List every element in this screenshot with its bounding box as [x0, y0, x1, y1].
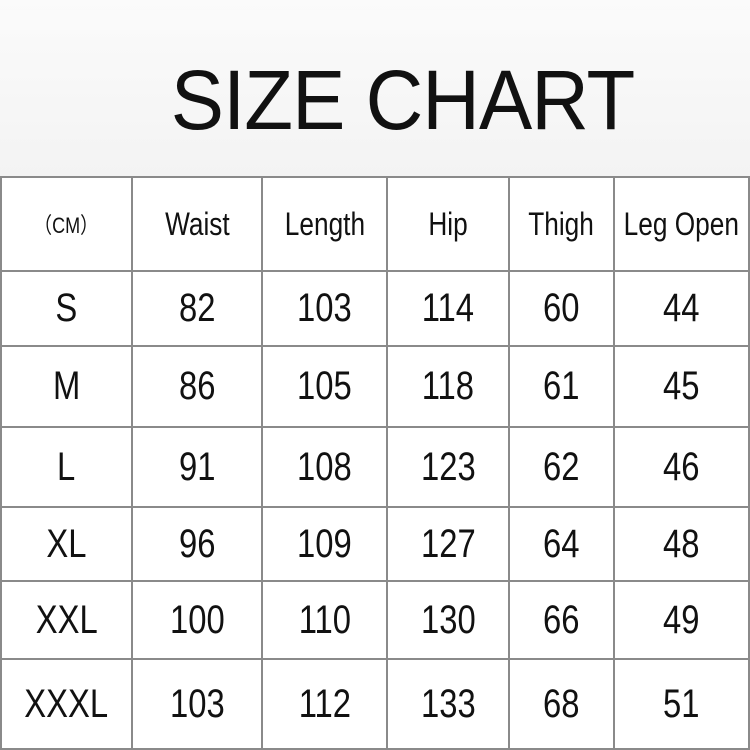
measurement: 62 [510, 428, 615, 508]
size-label-text: XXL [35, 597, 98, 642]
measurement-text: 130 [420, 597, 476, 642]
measurement: 133 [388, 660, 510, 750]
measurement-text: 123 [420, 444, 476, 489]
measurement: 105 [263, 347, 388, 428]
size-label: XXL [0, 582, 133, 660]
measurement-text: 103 [297, 286, 352, 330]
size-label: M [0, 347, 133, 428]
measurement-text: 45 [663, 364, 700, 408]
measurement: 44 [615, 272, 750, 347]
measurement-text: 46 [663, 444, 700, 489]
measurement: 51 [615, 660, 750, 750]
size-label: XL [0, 508, 133, 582]
measurement: 114 [388, 272, 510, 347]
measurement: 96 [133, 508, 263, 582]
measurement-text: 114 [421, 286, 475, 330]
size-label: S [0, 272, 133, 347]
column-header-text: Hip [428, 205, 468, 242]
measurement: 130 [388, 582, 510, 660]
measurement-text: 64 [543, 521, 580, 566]
size-label: XXXL [0, 660, 133, 750]
measurement: 82 [133, 272, 263, 347]
measurement-text: 105 [297, 364, 352, 408]
measurement-text: 96 [178, 521, 216, 566]
measurement-text: 62 [543, 444, 580, 489]
column-header: Hip [388, 176, 510, 272]
measurement: 61 [510, 347, 615, 428]
column-header-text: Leg Open [623, 205, 740, 242]
measurement-text: 110 [298, 597, 351, 642]
measurement: 103 [263, 272, 388, 347]
size-label-text: L [57, 444, 76, 489]
measurement-text: 51 [663, 681, 700, 726]
size-table: （CM） Waist Length Hip Thigh Leg Open S 82 103 114… [0, 176, 750, 750]
column-header: Leg Open [615, 176, 750, 272]
title: SIZE CHART [170, 53, 635, 147]
measurement-text: 60 [543, 286, 580, 330]
measurement: 127 [388, 508, 510, 582]
measurement: 109 [263, 508, 388, 582]
measurement: 91 [133, 428, 263, 508]
measurement-text: 68 [543, 681, 580, 726]
measurement: 110 [263, 582, 388, 660]
column-header-text: （CM） [34, 213, 99, 238]
column-header: Waist [133, 176, 263, 272]
column-header: Thigh [510, 176, 615, 272]
column-header: （CM） [0, 176, 133, 272]
size-label-text: XL [46, 521, 87, 566]
measurement: 86 [133, 347, 263, 428]
measurement: 100 [133, 582, 263, 660]
measurement: 46 [615, 428, 750, 508]
measurement: 68 [510, 660, 615, 750]
measurement-text: 100 [169, 597, 225, 642]
measurement-text: 133 [420, 681, 476, 726]
size-label-text: S [55, 286, 78, 330]
measurement-text: 61 [543, 364, 580, 408]
measurement: 103 [133, 660, 263, 750]
measurement-text: 103 [169, 681, 225, 726]
size-label: L [0, 428, 133, 508]
measurement-text: 108 [297, 444, 352, 489]
column-header: Length [263, 176, 388, 272]
measurement-text: 112 [298, 681, 351, 726]
size-label-text: M [52, 364, 81, 408]
size-label-text: XXXL [24, 681, 109, 726]
measurement: 48 [615, 508, 750, 582]
measurement-text: 48 [663, 521, 700, 566]
measurement-text: 66 [543, 597, 580, 642]
measurement: 45 [615, 347, 750, 428]
measurement-text: 49 [663, 597, 700, 642]
measurement: 108 [263, 428, 388, 508]
column-header-text: Thigh [528, 205, 595, 242]
column-header-text: Waist [164, 205, 230, 242]
measurement: 118 [388, 347, 510, 428]
measurement-text: 118 [421, 364, 475, 408]
measurement: 64 [510, 508, 615, 582]
measurement: 112 [263, 660, 388, 750]
measurement: 60 [510, 272, 615, 347]
measurement-text: 127 [420, 521, 476, 566]
measurement-text: 86 [178, 364, 216, 408]
measurement-text: 82 [178, 286, 216, 330]
measurement: 66 [510, 582, 615, 660]
title-area: SIZE CHART [0, 0, 750, 176]
measurement-text: 91 [178, 444, 216, 489]
measurement: 49 [615, 582, 750, 660]
column-header-text: Length [284, 205, 365, 242]
measurement: 123 [388, 428, 510, 508]
measurement-text: 44 [663, 286, 700, 330]
measurement-text: 109 [297, 521, 352, 566]
